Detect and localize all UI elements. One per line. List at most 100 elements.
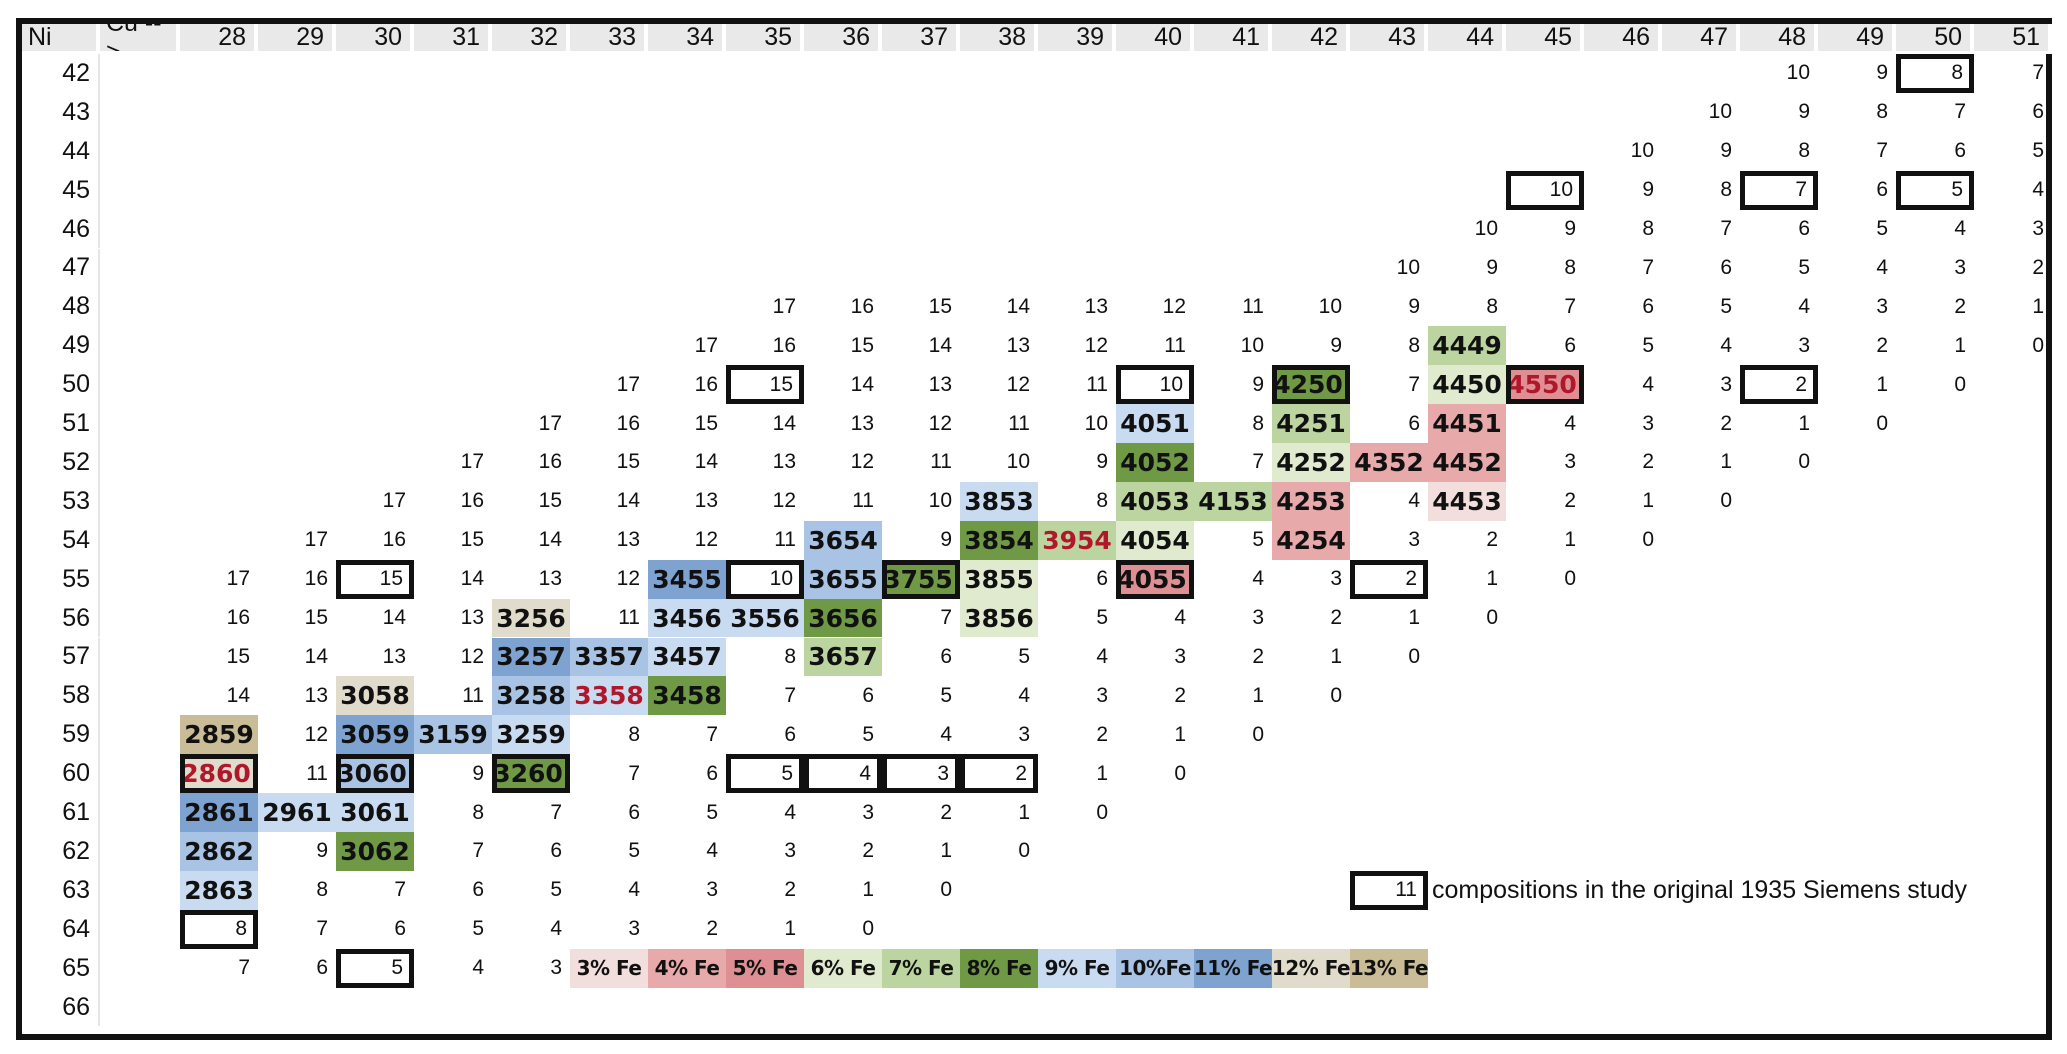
cobalt-value-cell: 5: [336, 948, 414, 988]
alloy-composition-cell: 4450: [1428, 365, 1506, 405]
alloy-composition-cell: 3358: [570, 676, 648, 716]
cobalt-value-cell: 7: [628, 761, 640, 785]
cobalt-value-cell: 2: [1720, 411, 1732, 435]
cobalt-value-cell: 1: [1642, 489, 1654, 513]
cobalt-value-cell: 16: [304, 567, 328, 591]
cobalt-value-cell: 6: [862, 683, 874, 707]
alloy-composition-cell: 3755: [882, 559, 960, 599]
column-header-cu: 39: [1038, 24, 1116, 54]
cobalt-value-cell: 12: [460, 644, 484, 668]
cobalt-value-cell: 3: [1096, 683, 1108, 707]
legend-note: compositions in the original 1935 Siemen…: [1432, 875, 1968, 904]
cobalt-value-cell: 3: [1954, 255, 1966, 279]
cobalt-value-cell: 12: [928, 411, 952, 435]
cobalt-value-cell: 0: [1642, 528, 1654, 552]
column-header-cu: 38: [960, 24, 1038, 54]
cobalt-value-cell: 10: [1506, 170, 1584, 210]
cobalt-value-cell: 1: [2032, 294, 2044, 318]
column-header-cu: 28: [180, 24, 258, 54]
cobalt-value-cell: 1: [1720, 450, 1732, 474]
cobalt-value-cell: 0: [1096, 800, 1108, 824]
cobalt-value-cell: 10: [1708, 100, 1732, 124]
alloy-composition-cell: 4054: [1116, 520, 1194, 560]
cobalt-value-cell: 8: [1720, 178, 1732, 202]
cobalt-value-cell: 7: [472, 839, 484, 863]
row-header-ni: 59: [22, 715, 100, 755]
cobalt-value-cell: 2: [1252, 644, 1264, 668]
alloy-composition-cell: 4449: [1428, 326, 1506, 366]
cobalt-value-cell: 5: [1252, 528, 1264, 552]
column-header-cu: 37: [882, 24, 960, 54]
legend-box-sample: 11: [1350, 870, 1428, 910]
cobalt-value-cell: 0: [1018, 839, 1030, 863]
cobalt-value-cell: 5: [628, 839, 640, 863]
cobalt-value-cell: 1: [784, 917, 796, 941]
cobalt-value-cell: 3: [1018, 722, 1030, 746]
fe-legend-swatch: 6% Fe: [804, 948, 882, 988]
alloy-composition-cell: 3258: [492, 676, 570, 716]
cobalt-value-cell: 14: [382, 606, 406, 630]
cobalt-value-cell: 15: [538, 489, 562, 513]
column-header-cu: 29: [258, 24, 336, 54]
cobalt-value-cell: 12: [616, 567, 640, 591]
row-header-ni: 66: [22, 987, 100, 1027]
cobalt-value-cell: 16: [538, 450, 562, 474]
cobalt-value-cell: 5: [1642, 333, 1654, 357]
alloy-composition-cell: 3455: [648, 559, 726, 599]
alloy-composition-cell: 3458: [648, 676, 726, 716]
alloy-composition-cell: 4451: [1428, 404, 1506, 443]
cobalt-value-cell: 3: [1330, 567, 1342, 591]
cobalt-value-cell: 5: [1018, 644, 1030, 668]
alloy-composition-cell: 3260: [492, 754, 570, 794]
cobalt-value-cell: 9: [1330, 333, 1342, 357]
cobalt-value-cell: 15: [460, 528, 484, 552]
cobalt-value-cell: 16: [850, 294, 874, 318]
cobalt-value-cell: 8: [316, 878, 328, 902]
cobalt-value-cell: 1: [1954, 333, 1966, 357]
cobalt-value-cell: 10: [1396, 255, 1420, 279]
alloy-composition-cell: 3259: [492, 715, 570, 755]
cobalt-value-cell: 12: [694, 528, 718, 552]
cobalt-value-cell: 14: [226, 683, 250, 707]
alloy-composition-cell: 4153: [1194, 481, 1272, 521]
cobalt-value-cell: 2: [784, 878, 796, 902]
cobalt-value-cell: 2: [1876, 333, 1888, 357]
cobalt-value-cell: 17: [694, 333, 718, 357]
cobalt-value-cell: 6: [1096, 567, 1108, 591]
cobalt-value-cell: 0: [2032, 333, 2044, 357]
alloy-composition-cell: 4453: [1428, 481, 1506, 521]
cobalt-value-cell: 8: [472, 800, 484, 824]
cobalt-value-cell: 6: [1408, 411, 1420, 435]
cobalt-value-cell: 2: [1330, 606, 1342, 630]
fe-legend-swatch: 3% Fe: [570, 948, 648, 988]
cobalt-value-cell: 9: [1876, 61, 1888, 85]
cobalt-value-cell: 3: [628, 917, 640, 941]
cobalt-value-cell: 12: [850, 450, 874, 474]
alloy-composition-cell: 3061: [336, 793, 414, 832]
row-header-ni: 45: [22, 170, 100, 210]
cobalt-value-cell: 4: [804, 754, 882, 794]
cobalt-value-cell: 16: [616, 411, 640, 435]
cobalt-value-cell: 6: [628, 800, 640, 824]
cobalt-value-cell: 16: [460, 489, 484, 513]
cobalt-value-cell: 14: [772, 411, 796, 435]
cobalt-value-cell: 3: [2032, 217, 2044, 241]
fe-legend-swatch: 12% Fe: [1272, 948, 1350, 988]
row-header-ni: 46: [22, 209, 100, 249]
cobalt-value-cell: 14: [538, 528, 562, 552]
column-header-cu: 43: [1350, 24, 1428, 54]
fe-legend-swatch: 10%Fe: [1116, 948, 1194, 988]
cobalt-value-cell: 1: [1330, 644, 1342, 668]
column-header-cu: 41: [1194, 24, 1272, 54]
cobalt-value-cell: 5: [2032, 139, 2044, 163]
cobalt-value-cell: 6: [316, 956, 328, 980]
cobalt-value-cell: 15: [928, 294, 952, 318]
cobalt-value-cell: 7: [1252, 450, 1264, 474]
cobalt-value-cell: 15: [226, 644, 250, 668]
fe-legend-swatch: 9% Fe: [1038, 948, 1116, 988]
column-header-cu: 44: [1428, 24, 1506, 54]
cobalt-value-cell: 2: [1954, 294, 1966, 318]
alloy-composition-cell: 4051: [1116, 404, 1194, 443]
alloy-composition-cell: 3656: [804, 598, 882, 638]
cobalt-value-cell: 17: [460, 450, 484, 474]
